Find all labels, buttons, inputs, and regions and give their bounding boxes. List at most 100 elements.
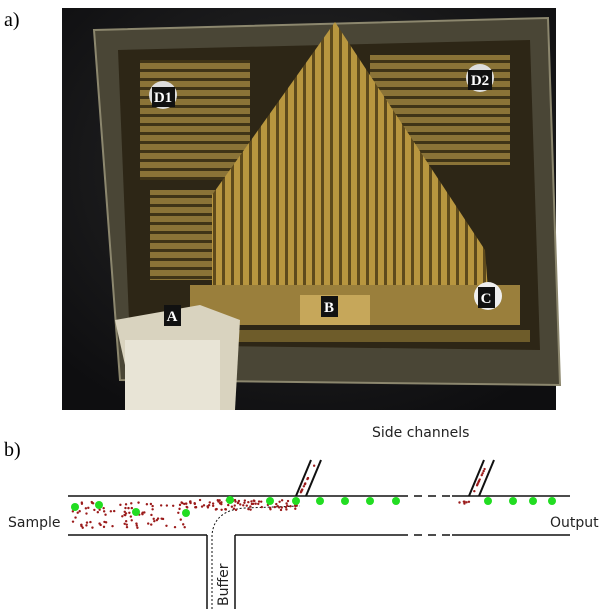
- particle: [90, 500, 93, 504]
- particle: [179, 518, 182, 521]
- particle: [473, 489, 476, 493]
- particle: [300, 489, 303, 492]
- particle: [102, 525, 106, 529]
- particle: [93, 508, 96, 512]
- annotation: Sample: [8, 515, 61, 531]
- particle: [366, 497, 374, 505]
- particle: [226, 496, 234, 504]
- particle: [180, 501, 183, 504]
- particle: [218, 502, 222, 505]
- particle: [130, 519, 133, 522]
- particle: [141, 512, 144, 516]
- marker-label: C: [481, 291, 492, 307]
- particle: [123, 522, 126, 525]
- particle: [178, 503, 182, 507]
- particle: [85, 521, 89, 524]
- particle: [150, 523, 153, 526]
- particle: [276, 504, 279, 508]
- particle: [286, 504, 289, 507]
- particle: [171, 504, 175, 507]
- particle: [193, 502, 196, 505]
- particle: [149, 502, 153, 506]
- particle: [91, 526, 94, 529]
- particle: [392, 497, 400, 505]
- marker-label: B: [324, 300, 334, 316]
- particle: [87, 506, 90, 510]
- marker-label: D2: [471, 73, 489, 89]
- particle: [294, 507, 297, 510]
- particle: [165, 504, 169, 507]
- particle: [269, 508, 272, 511]
- particle: [247, 507, 250, 511]
- particle: [482, 469, 485, 473]
- particle: [260, 505, 263, 509]
- particle: [135, 522, 138, 525]
- particle: [111, 524, 114, 528]
- particle: [109, 510, 113, 513]
- particle: [130, 502, 133, 505]
- particle: [463, 502, 466, 505]
- particle: [303, 482, 307, 486]
- particle: [152, 517, 155, 521]
- particle: [239, 503, 242, 506]
- particle: [478, 478, 481, 481]
- panel-label: a): [4, 9, 20, 31]
- particle: [189, 501, 192, 505]
- particle: [316, 497, 324, 505]
- particle: [484, 497, 492, 505]
- particle: [76, 511, 79, 514]
- particle: [102, 510, 106, 513]
- particle: [234, 508, 238, 512]
- particle: [280, 506, 284, 509]
- panel-label: b): [4, 439, 21, 461]
- particle: [465, 501, 468, 504]
- particle: [159, 504, 163, 507]
- particle: [278, 500, 281, 503]
- particle: [124, 512, 128, 515]
- particle: [483, 467, 486, 471]
- particle: [98, 522, 101, 525]
- particle: [85, 524, 88, 527]
- particle: [237, 499, 241, 503]
- particle: [294, 504, 297, 508]
- particle: [177, 511, 180, 515]
- particle: [135, 524, 138, 527]
- particle: [145, 503, 149, 506]
- particle: [123, 510, 126, 514]
- particle: [84, 507, 88, 510]
- particle: [125, 523, 128, 526]
- particle: [208, 501, 211, 504]
- particle: [257, 502, 260, 506]
- particle: [217, 500, 220, 503]
- particle: [247, 500, 250, 504]
- particle: [95, 501, 103, 509]
- particle: [302, 485, 306, 488]
- particle: [211, 504, 215, 508]
- particle: [153, 519, 156, 523]
- particle: [182, 509, 190, 517]
- particle: [194, 505, 198, 509]
- particle: [132, 508, 140, 516]
- particle: [243, 501, 246, 504]
- particle: [257, 500, 261, 503]
- particle: [98, 508, 101, 511]
- particle: [80, 523, 83, 527]
- particle: [249, 505, 252, 508]
- particle: [178, 507, 181, 511]
- particle: [150, 513, 153, 517]
- particle: [74, 516, 77, 519]
- channel-walls: [68, 459, 570, 609]
- particle: [182, 523, 185, 526]
- marker-label: A: [167, 309, 178, 325]
- particle: [214, 508, 218, 511]
- particle: [458, 501, 461, 504]
- particle: [462, 500, 466, 503]
- particle: [124, 503, 128, 506]
- particle: [285, 508, 288, 511]
- particle: [233, 504, 236, 507]
- particle: [119, 503, 122, 507]
- particle: [284, 506, 288, 509]
- particle: [113, 509, 116, 513]
- particle: [289, 504, 292, 508]
